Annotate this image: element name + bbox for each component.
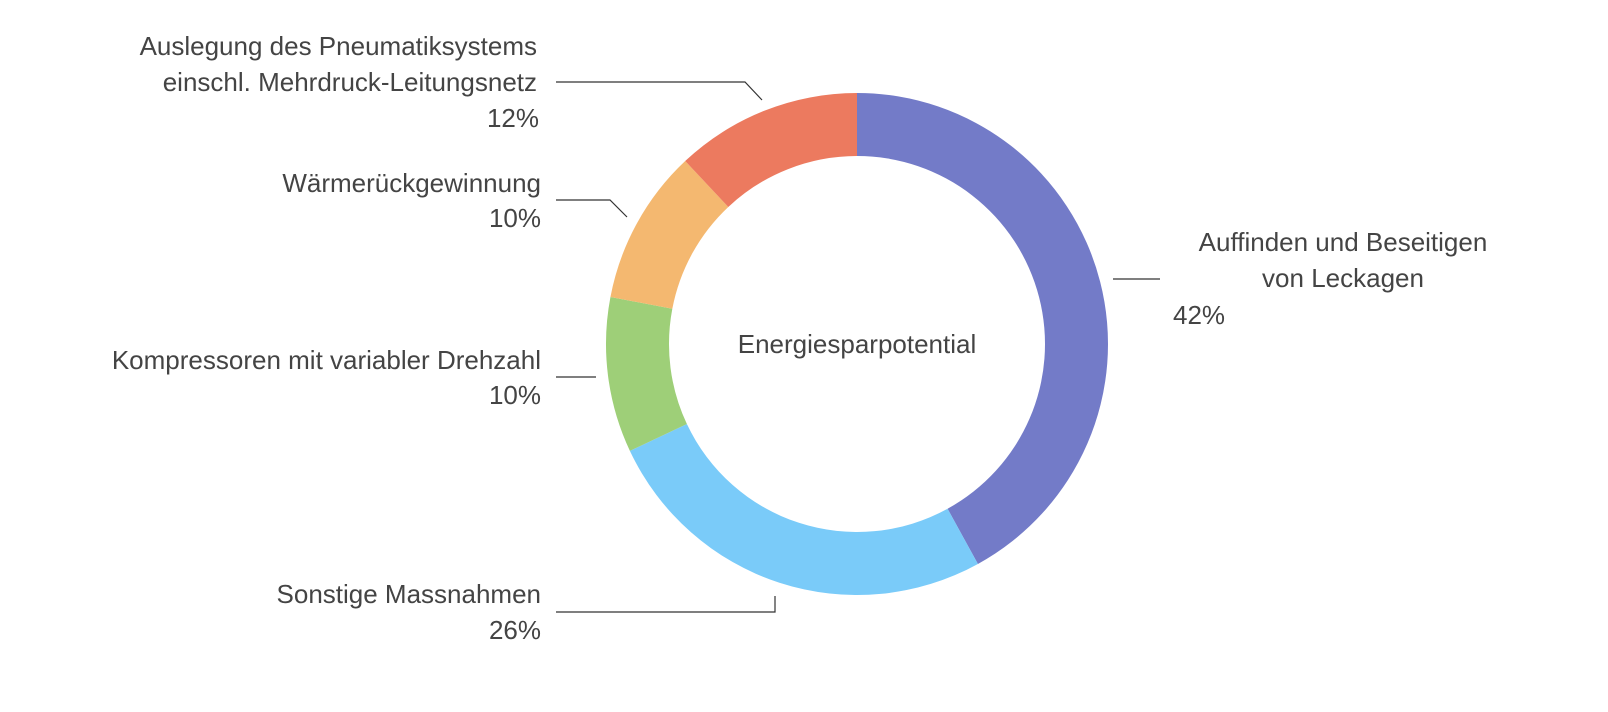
slice-label: von Leckagen [1262, 263, 1424, 293]
donut-slice [685, 93, 857, 207]
slice-label: Kompressoren mit variabler Drehzahl [112, 345, 541, 375]
slice-label: Sonstige Massnahmen [277, 579, 541, 609]
donut-slice [610, 161, 729, 309]
slice-label: Auslegung des Pneumatiksystems [140, 31, 537, 61]
leader-line [556, 596, 776, 613]
slice-label: Auffinden und Beseitigen [1199, 227, 1488, 257]
leader-line [556, 81, 763, 101]
center-label: Energiesparpotential [738, 329, 977, 359]
value-label: 10% [489, 380, 541, 410]
value-label: 10% [489, 203, 541, 233]
value-label: 42% [1173, 300, 1225, 330]
leader-line [556, 199, 628, 218]
slice-label: einschl. Mehrdruck-Leitungsnetz [163, 67, 537, 97]
donut-slice [606, 296, 687, 451]
slice-label: Wärmerückgewinnung [282, 168, 541, 198]
donut-slice [857, 93, 1108, 564]
value-label: 12% [487, 103, 539, 133]
donut-slice [629, 424, 978, 595]
value-label: 26% [489, 615, 541, 645]
